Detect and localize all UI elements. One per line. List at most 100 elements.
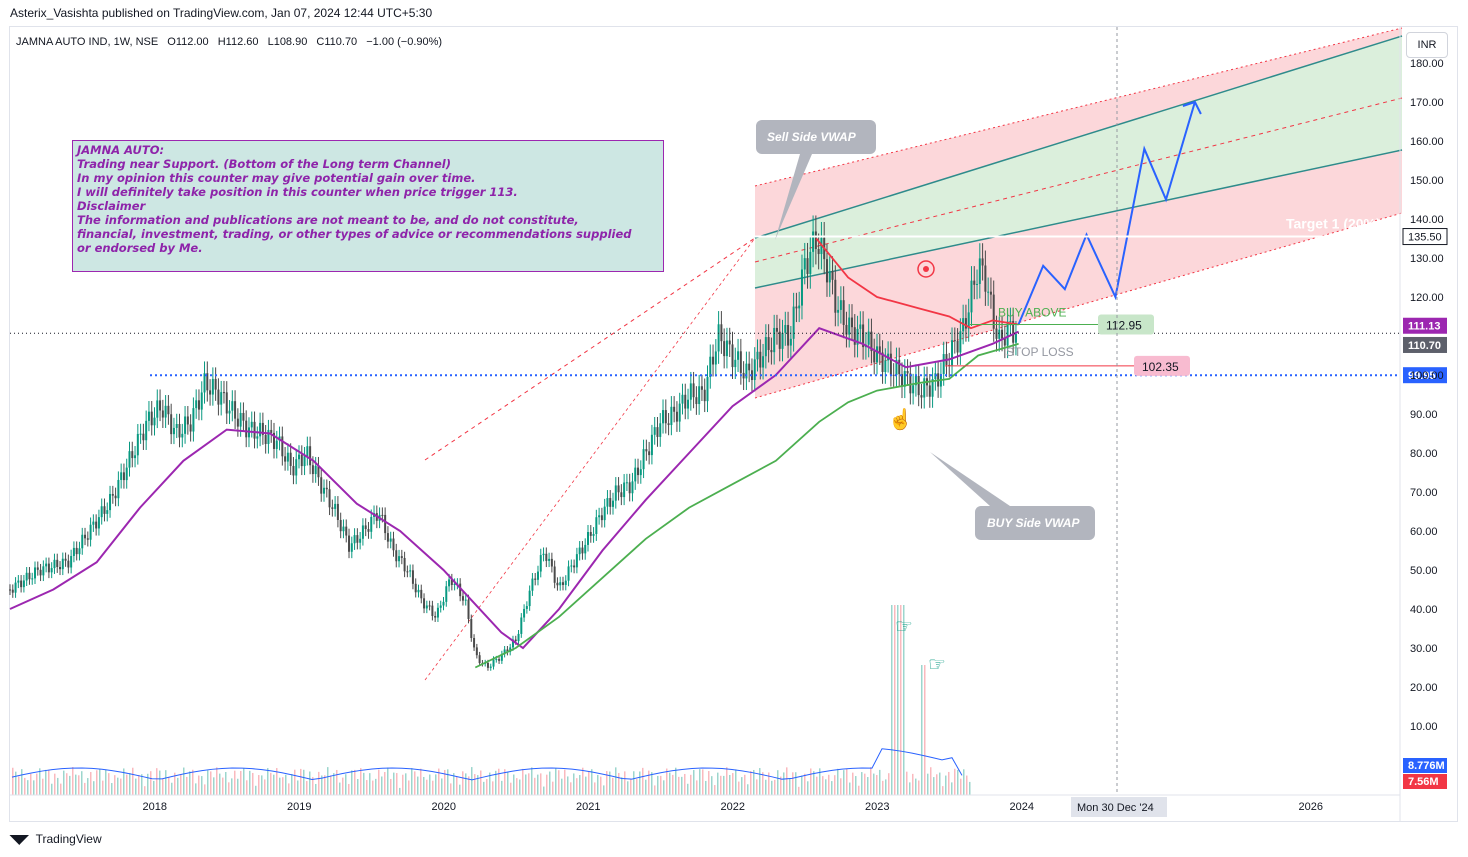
candle-body [39,569,42,576]
volume-bar [93,781,95,795]
candle-body [645,449,648,452]
candle-body [95,521,98,529]
vol-tag: 7.56M [1408,776,1439,788]
volume-bar [543,786,545,795]
candle-body [828,271,831,283]
candle-body [728,340,731,345]
candle-body [361,525,364,539]
candle-body [656,427,659,437]
volume-ma-line [11,748,963,781]
volume-bar [183,767,185,795]
volume-bar [57,777,59,795]
volume-bar [273,774,275,795]
volume-bar [66,773,68,795]
volume-bar [573,773,575,795]
volume-bar [747,784,749,795]
candle-body [967,312,970,329]
volume-bar [510,782,512,795]
volume-bar [711,776,713,795]
volume-bar [501,780,503,795]
candle-body [773,327,776,353]
candle-body [595,517,598,535]
candle-body [114,495,117,499]
candle-body [798,305,801,309]
volume-bar [357,779,359,795]
volume-bar [969,781,971,795]
candle-body [520,617,523,634]
candle-body [498,659,501,661]
candle-body [720,324,723,342]
volume-bar [15,771,17,795]
candle-body [261,422,264,435]
volume-bar [495,770,497,795]
symbol-name[interactable]: JAMNA AUTO IND, 1W, NSE [16,36,159,48]
candle-body [659,423,662,437]
candle-body [978,258,981,284]
candle-body [303,456,306,467]
volume-bar [864,773,866,795]
candle-body [439,605,442,608]
volume-bar [267,768,269,795]
candle-body [175,424,178,428]
candle-body [414,583,417,593]
footer-brand[interactable]: ◥◤ TradingView [10,832,102,846]
candle-body [11,589,14,593]
volume-bar [786,767,788,795]
volume-bar [432,780,434,795]
regression-channel [424,27,1403,681]
volume-bar [594,782,596,795]
candle-body [339,519,342,532]
candle-body [300,454,303,467]
candle-body [867,331,870,345]
candle-body [814,231,817,249]
candle-body [317,465,320,478]
candle-body [22,580,25,588]
candle-body [411,570,414,584]
candle-body [423,598,426,609]
candle-body [561,582,564,585]
volume-bar [213,777,215,795]
volume-bar [210,771,212,795]
candle-body [442,601,445,606]
volume-bar [735,769,737,795]
volume-bar [867,777,869,795]
candle-body [981,258,984,266]
candle-body [381,514,384,516]
last-price-tag-box [1403,336,1447,353]
volume-bar [465,773,467,795]
candle-body [764,337,767,357]
volume-bar [831,781,833,795]
vol-ma-tag-box [1403,758,1447,773]
last-price-tag: 110.70 [1408,340,1441,352]
volume-bar [276,768,278,795]
volume-bar [174,772,176,795]
volume-bar [525,774,527,795]
candle-body [486,662,489,668]
volume-bar [219,773,221,795]
volume-bar [702,769,704,795]
candle-body [992,294,995,329]
candle-body [703,389,706,402]
candle-body [289,452,292,466]
currency-button[interactable]: INR [1406,32,1448,58]
volume-bar [348,783,350,795]
volume-bar [780,776,782,795]
volume-bar [69,775,71,795]
vol-tag-box [1403,774,1447,789]
volume-bar [339,782,341,795]
volume-bar [597,774,599,795]
y-tick-label: 120.00 [1410,292,1444,304]
candle-body [634,467,637,482]
volume-bar [675,767,677,795]
x-tick-label: 2021 [576,801,600,813]
candle-body [678,403,681,422]
candle-body [881,352,884,373]
candle-body [534,578,537,580]
volume-bar [360,768,362,795]
volume-bar [159,770,161,795]
volume-bar [942,786,944,795]
candle-body [125,467,128,481]
volume-bar [282,777,284,795]
volume-bar [582,767,584,795]
